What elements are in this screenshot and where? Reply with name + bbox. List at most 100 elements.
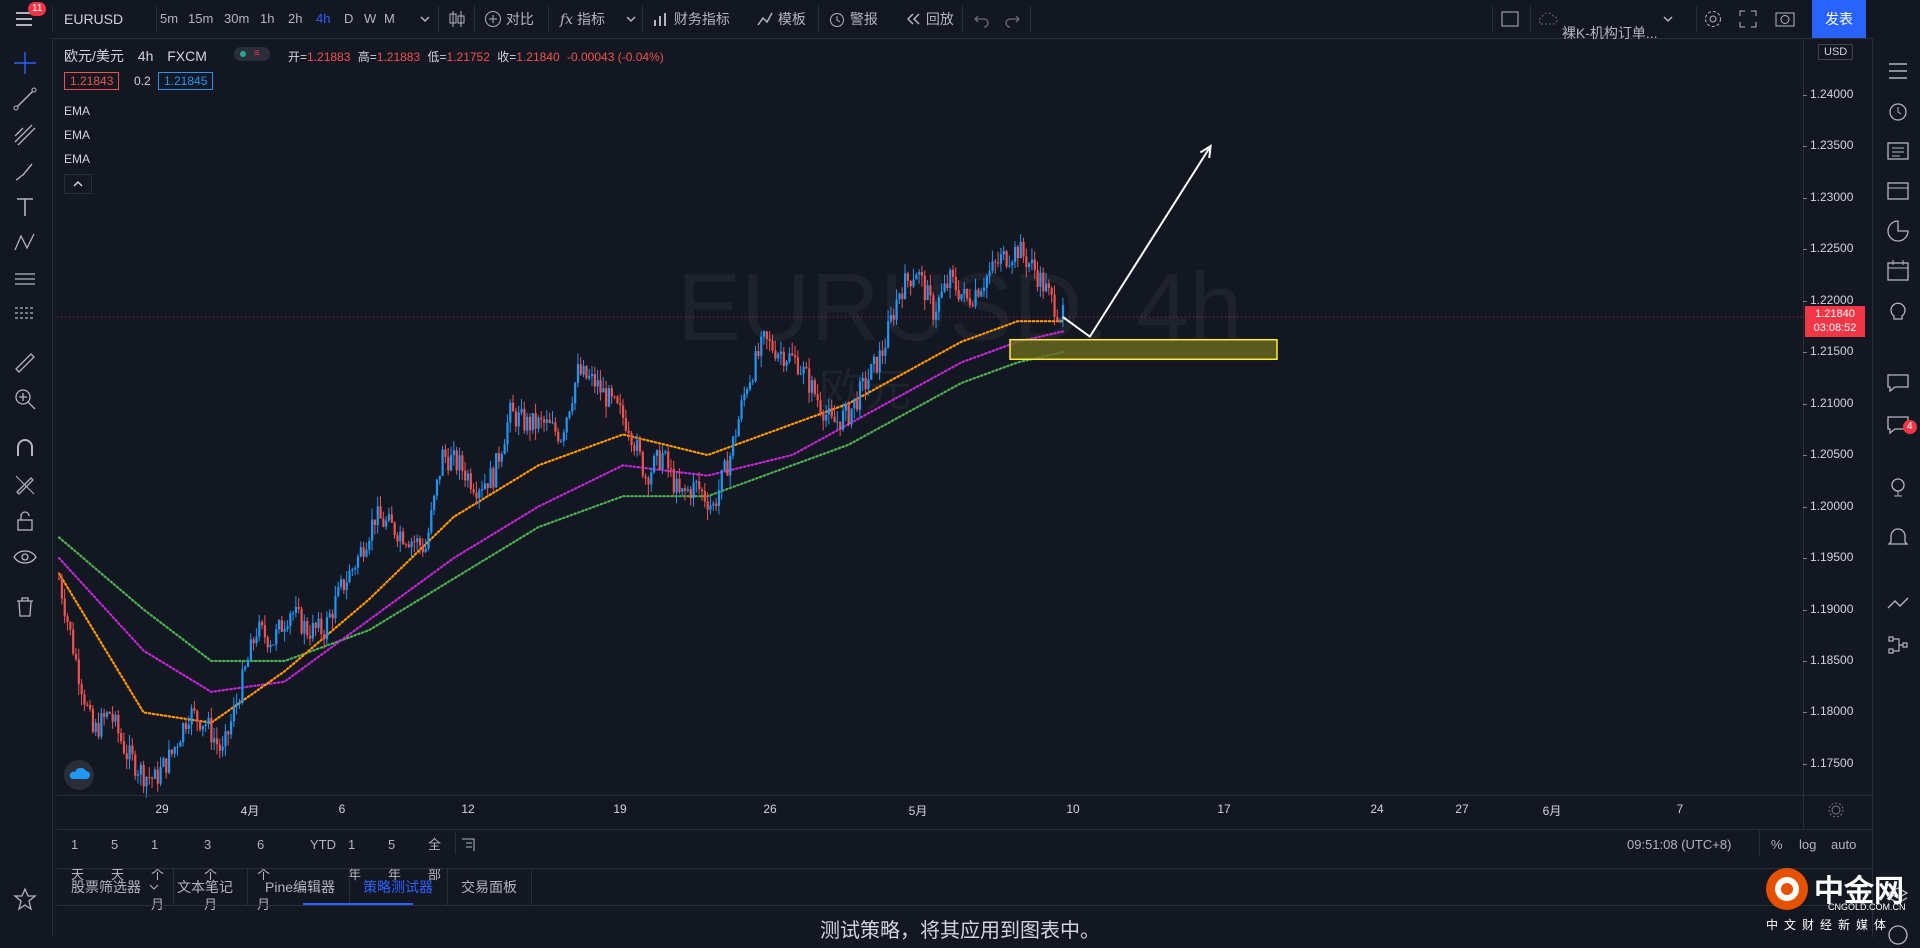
market-status-toggle[interactable]: ≡ — [234, 47, 270, 61]
node-icon[interactable] — [1885, 632, 1911, 658]
brush-icon[interactable] — [12, 158, 38, 184]
candle-body — [1006, 251, 1008, 266]
trash-icon[interactable] — [12, 594, 38, 620]
symbol-search-button[interactable]: EURUSD — [64, 0, 123, 38]
sell-price-button[interactable]: 1.21843 — [64, 72, 119, 90]
layout-toggle-button[interactable] — [1500, 0, 1520, 38]
candle — [427, 528, 429, 552]
compare-label: 对比 — [506, 11, 534, 27]
interval-M[interactable]: M — [384, 0, 395, 38]
candle-body — [712, 504, 714, 506]
candle-body — [735, 436, 737, 437]
clock-label[interactable]: 09:51:08 (UTC+8) — [1627, 830, 1731, 860]
templates-button[interactable]: 模板 — [756, 0, 806, 38]
percent-toggle[interactable]: % — [1771, 830, 1783, 860]
range-5[interactable]: YTD — [310, 830, 336, 860]
layout-select[interactable]: 裸K-机构订单... — [1536, 0, 1675, 38]
magnet-icon[interactable] — [12, 436, 38, 462]
goto-date-icon[interactable] — [459, 835, 479, 855]
lock-drawing-icon[interactable] — [12, 472, 38, 498]
candle-body — [450, 455, 452, 470]
time-tick: 6月 — [1542, 802, 1562, 819]
redo-button[interactable] — [1004, 0, 1020, 38]
tab-screener[interactable]: 股票筛选器 — [57, 869, 174, 905]
indicators-dropdown[interactable] — [626, 0, 636, 38]
support-zone[interactable] — [1010, 340, 1277, 360]
eye-icon[interactable] — [12, 544, 38, 570]
alert-button[interactable]: 警报 — [828, 0, 878, 38]
candle — [687, 486, 689, 493]
interval-5m[interactable]: 5m — [160, 0, 178, 38]
candle-body — [554, 422, 556, 432]
candle-body — [966, 289, 968, 298]
undo-button[interactable] — [974, 0, 990, 38]
streams-icon[interactable] — [1885, 474, 1911, 500]
candle-body — [227, 731, 229, 734]
interval-dropdown-button[interactable] — [420, 0, 430, 38]
bell-icon[interactable] — [1885, 524, 1911, 550]
alarm-clock-icon[interactable] — [1885, 98, 1911, 124]
ruler-icon[interactable] — [12, 350, 38, 376]
interval-4h[interactable]: 4h — [316, 0, 330, 38]
fib-retracement-icon[interactable] — [12, 122, 38, 148]
currency-label[interactable]: USD — [1818, 44, 1853, 60]
calendar-icon[interactable] — [1885, 258, 1911, 284]
candle-body — [647, 478, 649, 484]
indicator-ema-3[interactable]: EMA — [64, 152, 90, 166]
candle-body — [425, 549, 427, 552]
trend-icon[interactable] — [1885, 590, 1911, 616]
log-toggle[interactable]: log — [1799, 830, 1816, 860]
indicator-ema-1[interactable]: EMA — [64, 104, 90, 118]
collapse-legend-button[interactable] — [64, 174, 92, 194]
interval-1h[interactable]: 1h — [260, 0, 274, 38]
watchlist-icon[interactable] — [1885, 58, 1911, 84]
star-icon[interactable] — [12, 886, 38, 912]
broker-logo-button[interactable] — [64, 760, 94, 790]
tab-trading-panel[interactable]: 交易面板 — [447, 869, 532, 905]
buy-price-button[interactable]: 1.21845 — [158, 72, 213, 90]
tab-strategy-tester[interactable]: 策略测试器 — [349, 869, 448, 905]
indicators-button[interactable]: fx 指标 — [560, 0, 605, 38]
interval-2h[interactable]: 2h — [288, 0, 302, 38]
lock-icon[interactable] — [12, 508, 38, 534]
auto-toggle[interactable]: auto — [1831, 830, 1856, 860]
pattern-icon[interactable] — [12, 230, 38, 256]
candle-body — [351, 569, 353, 570]
zoom-in-icon[interactable] — [12, 386, 38, 412]
interval-15m[interactable]: 15m — [188, 0, 213, 38]
candle — [704, 483, 706, 507]
hotlist-icon[interactable] — [1885, 218, 1911, 244]
candle — [286, 620, 288, 632]
snapshot-button[interactable] — [1774, 0, 1796, 38]
crosshair-icon[interactable] — [12, 50, 38, 76]
trend-line-icon[interactable] — [12, 86, 38, 112]
icons-tool-icon[interactable] — [12, 300, 38, 326]
legend-symbol-row[interactable]: 欧元/美元 4h FXCM — [64, 46, 207, 66]
tab-text-notes[interactable]: 文本笔记 — [163, 869, 248, 905]
chart-type-button[interactable] — [448, 0, 466, 38]
candle-body — [405, 544, 407, 545]
settings-button[interactable] — [1702, 0, 1724, 38]
replay-button[interactable]: 回放 — [904, 0, 954, 38]
publish-button[interactable]: 发表 — [1812, 0, 1866, 38]
chat-icon[interactable] — [1885, 370, 1911, 396]
interval-W[interactable]: W — [364, 0, 376, 38]
data-window-icon[interactable] — [1885, 178, 1911, 204]
text-icon[interactable] — [12, 194, 38, 220]
arrow-head[interactable] — [1200, 146, 1210, 158]
ideas-icon[interactable] — [1885, 298, 1911, 324]
active-tab-indicator — [303, 903, 413, 905]
candle — [653, 454, 655, 474]
fullscreen-button[interactable] — [1738, 0, 1758, 38]
financials-button[interactable]: 财务指标 — [652, 0, 730, 38]
indicator-ema-2[interactable]: EMA — [64, 128, 90, 142]
tab-pine-editor[interactable]: Pine编辑器 — [251, 869, 350, 905]
news-icon[interactable] — [1885, 138, 1911, 164]
compare-button[interactable]: 对比 — [484, 0, 534, 38]
axis-settings-icon[interactable] — [1826, 800, 1846, 820]
interval-30m[interactable]: 30m — [224, 0, 249, 38]
ema-fast-line — [59, 321, 1063, 723]
interval-D[interactable]: D — [344, 0, 353, 38]
prediction-icon[interactable] — [12, 266, 38, 292]
support-zone-rect[interactable] — [1010, 340, 1277, 360]
